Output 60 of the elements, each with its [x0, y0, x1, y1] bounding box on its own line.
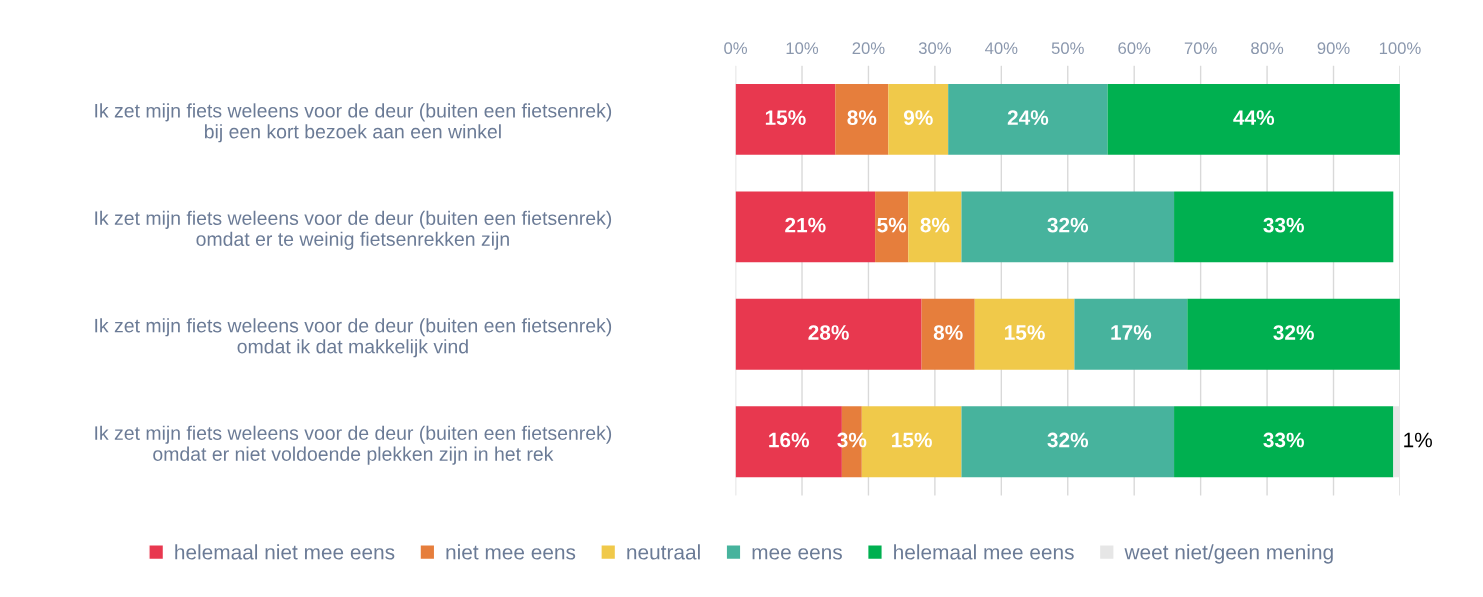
- data-label: 32%: [1047, 217, 1089, 233]
- data-label: 28%: [808, 325, 849, 340]
- data-label: 8%: [920, 217, 950, 233]
- legend-label: niet mee eens: [446, 544, 576, 560]
- y-tick-label: Ik zet mijn fiets weleens voor de deur (buiten een fietsenrek) omdat er niet voldoende plekken zijn in het rek: [95, 425, 612, 465]
- data-label: 5%: [877, 217, 907, 233]
- data-label: 1%: [1404, 432, 1432, 448]
- legend-label: neutraal: [627, 544, 700, 560]
- bar: [1174, 191, 1394, 263]
- data-label: 15%: [1005, 325, 1045, 340]
- data-label: 44%: [1233, 110, 1275, 125]
- x-tick-label: 80%: [1251, 42, 1284, 55]
- data-label: 8%: [847, 110, 877, 125]
- x-tick-label: 20%: [852, 42, 885, 55]
- x-tick-label: 90%: [1317, 42, 1350, 55]
- legend-label: helemaal niet mee eens: [175, 544, 395, 560]
- data-label: 16%: [769, 432, 810, 448]
- x-tick-label: 70%: [1184, 42, 1217, 55]
- x-tick-label: 10%: [786, 42, 819, 55]
- bar: [735, 191, 876, 263]
- bar: [921, 298, 975, 370]
- bar: [1393, 406, 1400, 478]
- data-label: 32%: [1047, 432, 1089, 448]
- bar: [1074, 298, 1188, 370]
- legend-label: weet niet/geen mening: [1124, 544, 1333, 564]
- bar: [735, 83, 836, 155]
- bar: [908, 191, 962, 263]
- data-label: 15%: [765, 110, 806, 125]
- y-tick-label: Ik zet mijn fiets weleens voor de deur (buiten een fietsenrek) bij een kort bezoek aan een winkel: [95, 103, 612, 143]
- bar: [735, 298, 922, 370]
- data-label: 17%: [1111, 325, 1152, 340]
- data-label: 24%: [1007, 110, 1049, 125]
- bar: [1174, 406, 1394, 478]
- bar: [961, 406, 1175, 478]
- data-label: 21%: [785, 217, 826, 233]
- data-label: 3%: [837, 432, 867, 448]
- data-label: 33%: [1263, 432, 1304, 448]
- bar: [875, 191, 909, 263]
- bar: [1107, 83, 1400, 155]
- x-tick-label: 60%: [1118, 42, 1151, 55]
- bar: [835, 83, 889, 155]
- bar: [974, 298, 1075, 370]
- y-tick-label: Ik zet mijn fiets weleens voor de deur (buiten een fietsenrek) omdat er te weinig fietsenrekken zijn: [95, 210, 612, 250]
- x-tick-label: 40%: [985, 42, 1018, 55]
- x-tick-label: 0%: [724, 42, 748, 55]
- bar: [888, 83, 949, 155]
- data-label: 15%: [892, 432, 932, 448]
- legend-label: mee eens: [752, 548, 842, 560]
- data-label: 32%: [1273, 325, 1314, 340]
- x-tick-label: 30%: [918, 42, 951, 55]
- x-tick-label: 50%: [1051, 42, 1084, 55]
- y-tick-label: Ik zet mijn fiets weleens voor de deur (buiten een fietsenrek) omdat ik dat makkelijk vind: [95, 318, 612, 358]
- x-tick-label: 100%: [1379, 42, 1421, 55]
- bar: [961, 191, 1175, 263]
- data-label: 9%: [903, 110, 933, 125]
- bar: [948, 83, 1108, 155]
- data-label: 8%: [933, 325, 963, 340]
- legend-label: helemaal mee eens: [894, 544, 1074, 560]
- bar: [1187, 298, 1400, 370]
- data-label: 33%: [1263, 217, 1304, 233]
